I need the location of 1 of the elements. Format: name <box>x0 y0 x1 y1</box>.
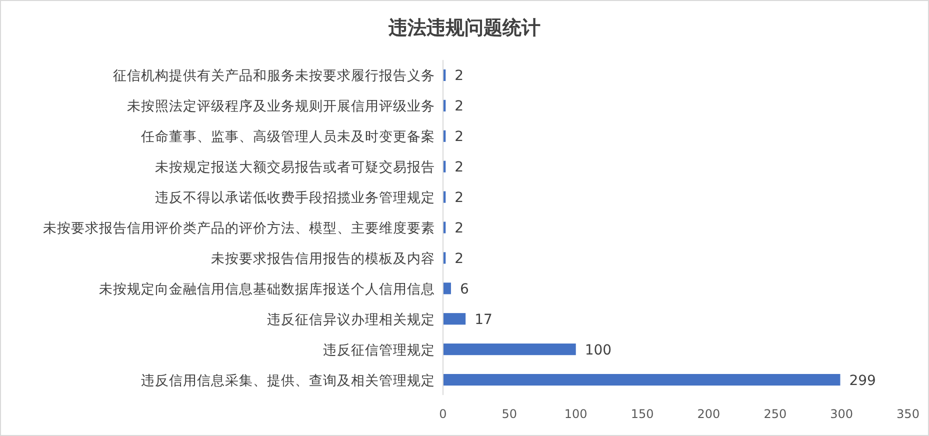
title: 违法违规问题统计 <box>388 17 540 39</box>
